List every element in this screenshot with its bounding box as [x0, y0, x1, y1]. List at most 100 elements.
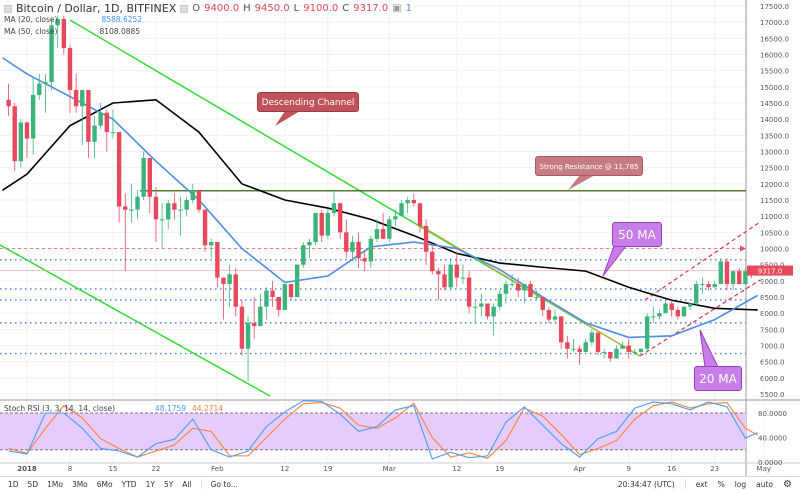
candle-body — [337, 203, 343, 233]
candle-body — [368, 238, 374, 262]
candle-body — [503, 284, 509, 294]
auto-toggle[interactable]: auto — [756, 479, 774, 489]
range-all[interactable]: All — [182, 479, 192, 489]
candle-body — [67, 48, 73, 91]
alert-icon[interactable]: ▣ — [392, 3, 402, 14]
range-1mo[interactable]: 1Mo — [47, 479, 63, 489]
candle-body — [307, 242, 312, 246]
candle-body — [104, 112, 110, 133]
candle-body — [184, 200, 189, 210]
low-value: 9100.0 — [303, 3, 339, 14]
close-label: C — [342, 3, 350, 14]
candle-body — [522, 284, 527, 291]
candle-body — [681, 306, 687, 317]
candle-body — [141, 157, 146, 197]
candle-body — [405, 200, 410, 204]
time-tick-label: 16 — [667, 465, 676, 473]
open-label: O — [192, 3, 201, 14]
symbol-title[interactable]: Bitcoin / Dollar, 1D, BITFINEX — [16, 2, 177, 15]
candle-body — [473, 306, 478, 308]
range-1d[interactable]: 1D — [8, 479, 19, 489]
time-tick-label: 19 — [323, 465, 332, 473]
candle-body — [270, 290, 275, 297]
candle-body — [657, 313, 662, 317]
candle-body — [712, 284, 717, 288]
candle-body — [233, 274, 238, 307]
ma50-value: 8108.0885 — [99, 27, 141, 36]
candle-body — [466, 277, 472, 307]
candle-body — [460, 277, 466, 279]
candle-body — [43, 81, 48, 84]
range-5y[interactable]: 5Y — [163, 479, 174, 489]
callout-pointer — [568, 175, 595, 190]
candle-body — [497, 293, 502, 307]
high-value: 9450.0 — [254, 3, 290, 14]
candle-body — [638, 348, 644, 352]
candle-body — [423, 225, 429, 252]
price-tick-label: 9000.0 — [760, 278, 785, 286]
stoch-label[interactable]: Stoch RSI (3, 3, 14, 14, close) — [4, 404, 115, 413]
candle-body — [479, 303, 484, 307]
collapse-icon[interactable] — [4, 4, 12, 13]
settings-icon[interactable] — [180, 4, 189, 13]
range-5d[interactable]: 5D — [27, 479, 39, 489]
range-ytd[interactable]: YTD — [121, 479, 137, 489]
goto-button[interactable]: Go to... — [210, 479, 238, 489]
candle-body — [245, 322, 251, 349]
time-tick-label: 2018 — [17, 465, 37, 473]
rising-channel-lower — [639, 279, 761, 357]
time-tick-label: 19 — [495, 465, 504, 473]
candle-body — [356, 242, 361, 259]
time-tick-label: 12 — [452, 465, 461, 473]
candle-body — [626, 345, 631, 352]
time-tick-label: Mar — [383, 465, 396, 473]
candle-body — [454, 264, 459, 278]
candle-body — [583, 342, 588, 352]
candle-body — [202, 209, 208, 246]
candle-body — [387, 219, 392, 239]
candle-body — [344, 232, 349, 252]
candle-body — [546, 309, 552, 320]
callout-20-ma[interactable]: 20 MA — [694, 366, 742, 391]
candle-body — [73, 90, 79, 107]
channel-lower-line — [0, 244, 271, 397]
candle-body — [350, 242, 355, 252]
log-toggle[interactable]: log — [734, 479, 747, 489]
candle-body — [675, 309, 681, 317]
ext-toggle[interactable]: ext — [695, 479, 708, 489]
candle-body — [294, 264, 300, 297]
percent-toggle[interactable]: % — [717, 479, 725, 489]
ma20-label[interactable]: MA (20, close) — [4, 15, 58, 24]
range-1y[interactable]: 1Y — [145, 479, 155, 489]
candle-body — [98, 112, 103, 126]
time-tick-label: 9 — [626, 465, 630, 473]
gear-icon[interactable]: ⚙ — [783, 478, 792, 490]
range-3mo[interactable]: 3Mo — [71, 479, 88, 489]
candle-body — [49, 25, 54, 82]
callout-descending-channel[interactable]: Descending Channel — [257, 92, 359, 112]
price-tick-label: 10500.0 — [760, 229, 789, 237]
price-tick-label: 13000.0 — [760, 149, 789, 157]
callout-strong-resistance[interactable]: Strong Resistance @ 11,785 — [535, 156, 643, 176]
callout-50-ma[interactable]: 50 MA — [612, 222, 662, 247]
candle-body — [743, 271, 748, 285]
candle-body — [86, 90, 91, 142]
price-tick-label: 14000.0 — [760, 116, 789, 124]
price-tick-label: 14500.0 — [760, 100, 789, 108]
candle-body — [595, 332, 601, 352]
price-tick-label: 16500.0 — [760, 35, 789, 43]
ma20-legend: MA (20, close) 8588.6252 — [4, 15, 142, 24]
ma50-label[interactable]: MA (50, close) — [4, 27, 58, 36]
candle-body — [442, 274, 447, 288]
candle-body — [282, 284, 288, 310]
price-chart[interactable]: 5500.0 6000.0 6500.0 7000.0 7500.0 8000.0 8500… — [0, 0, 800, 476]
candle-body — [209, 242, 214, 246]
candle-body — [18, 122, 24, 162]
stoch-legend: Stoch RSI (3, 3, 14, 14, close) 48.1759 … — [4, 404, 223, 413]
stoch-k-line — [8, 400, 758, 460]
price-tick-label: 6000.0 — [760, 375, 785, 383]
candle-body — [632, 351, 638, 353]
candle-body — [620, 345, 625, 349]
range-6mo[interactable]: 6Mo — [96, 479, 113, 489]
candle-body — [430, 251, 435, 272]
